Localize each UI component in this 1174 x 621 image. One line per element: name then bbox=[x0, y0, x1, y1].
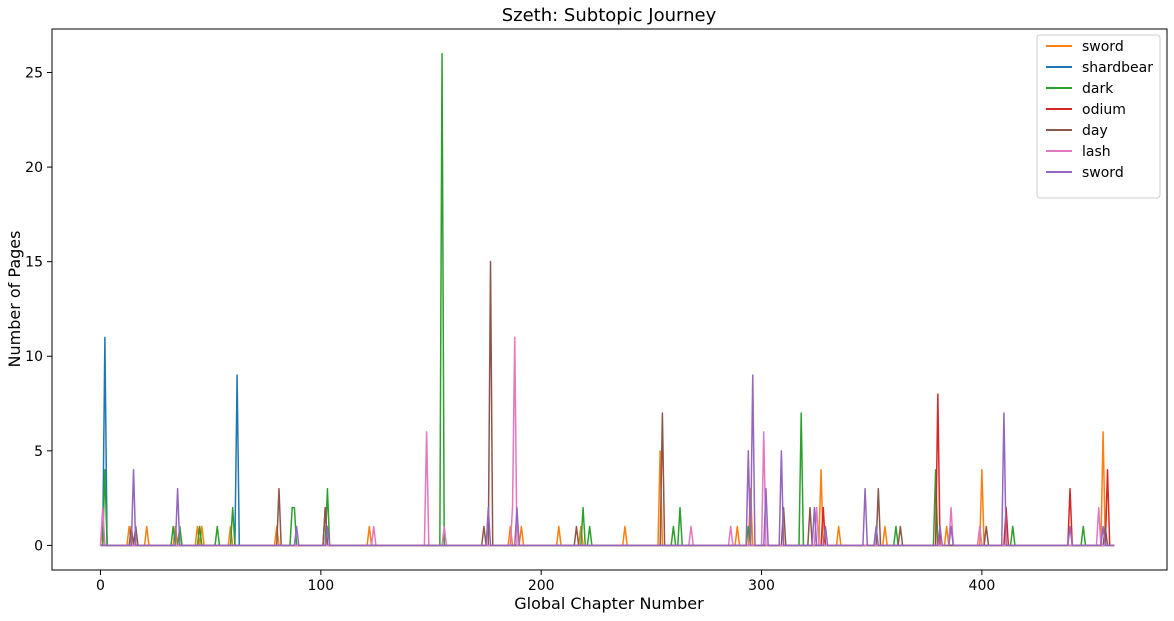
legend-label-0: sword bbox=[1082, 39, 1124, 55]
x-axis-label: Global Chapter Number bbox=[514, 594, 704, 613]
y-tick-label: 5 bbox=[34, 444, 43, 460]
y-axis-label: Number of Pages bbox=[5, 231, 24, 368]
legend-box bbox=[1036, 34, 1161, 199]
legend-label-3: odium bbox=[1082, 102, 1126, 118]
axes-layer: 0 100 200 300 400 0 5 10 15 20 25 bbox=[25, 66, 995, 594]
series-layer bbox=[99, 52, 1115, 547]
y-tick-label: 25 bbox=[25, 66, 43, 82]
y-tick-label: 20 bbox=[25, 160, 43, 176]
x-tick-label: 100 bbox=[307, 578, 334, 594]
chart-title: Szeth: Subtopic Journey bbox=[502, 5, 717, 26]
legend-label-1: shardbear bbox=[1082, 60, 1153, 76]
series-line-6 bbox=[100, 374, 1115, 547]
legend-label-2: dark bbox=[1082, 81, 1114, 97]
y-tick-label: 10 bbox=[25, 349, 43, 365]
x-tick-label: 300 bbox=[748, 578, 775, 594]
y-tick-label: 0 bbox=[34, 538, 43, 554]
x-tick-label: 0 bbox=[96, 578, 105, 594]
plot-frame bbox=[51, 28, 1168, 571]
x-tick-label: 200 bbox=[528, 578, 555, 594]
y-tick-label: 15 bbox=[25, 255, 43, 271]
x-tick-label: 400 bbox=[969, 578, 996, 594]
legend-label-4: day bbox=[1082, 123, 1108, 139]
legend: sword shardbear dark odium day lash sword bbox=[1036, 34, 1161, 199]
legend-label-5: lash bbox=[1082, 144, 1111, 160]
legend-label-6: sword bbox=[1082, 165, 1124, 181]
